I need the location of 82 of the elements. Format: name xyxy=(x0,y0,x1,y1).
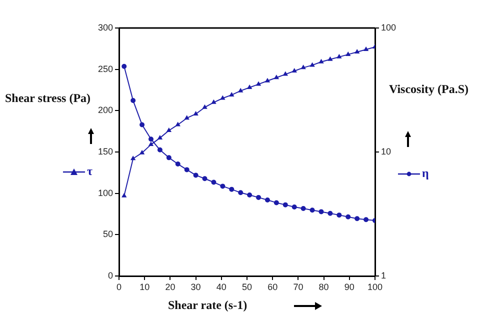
point xyxy=(166,155,172,160)
point xyxy=(229,92,234,96)
point xyxy=(256,82,261,86)
point xyxy=(310,62,315,67)
y2-tick-label: 1 xyxy=(381,270,386,280)
point xyxy=(166,128,172,132)
x-tick-label: 60 xyxy=(268,282,278,292)
point xyxy=(292,204,297,210)
y-tick-label: 150 xyxy=(98,146,113,156)
point xyxy=(122,64,127,69)
y-tick-label: 100 xyxy=(98,188,113,198)
point xyxy=(292,68,297,72)
point xyxy=(140,150,144,154)
x-tick-label: 70 xyxy=(293,282,304,292)
point xyxy=(274,75,279,80)
y2-tick-label: 100 xyxy=(381,22,396,32)
point xyxy=(247,85,252,90)
x-tick-label: 40 xyxy=(216,282,226,292)
point xyxy=(194,111,198,116)
point xyxy=(130,98,136,104)
x-tick-label: 50 xyxy=(242,282,252,292)
point xyxy=(140,122,145,128)
point xyxy=(364,217,369,222)
point xyxy=(283,72,288,76)
point xyxy=(175,162,180,167)
point xyxy=(130,156,136,160)
y-tick-label: 200 xyxy=(98,105,113,116)
point xyxy=(264,198,270,203)
point xyxy=(310,208,315,213)
point xyxy=(193,172,198,178)
point xyxy=(256,194,262,200)
y-tick-label: 300 xyxy=(98,22,113,32)
y-axis-title: Shear stress (Pa) xyxy=(5,91,91,106)
legend-label: η xyxy=(422,166,429,181)
point xyxy=(229,186,234,192)
point xyxy=(157,147,162,152)
x-tick-label: 0 xyxy=(116,282,122,292)
point xyxy=(184,167,190,172)
legend-label: τ xyxy=(87,164,93,179)
point xyxy=(148,142,154,146)
point xyxy=(238,190,244,196)
x-tick-label: 80 xyxy=(318,282,329,292)
point xyxy=(300,206,306,212)
x-tick-label: 90 xyxy=(344,282,354,292)
y-tick-label: 250 xyxy=(98,64,113,74)
point xyxy=(265,78,270,82)
y2-tick-label: 10 xyxy=(381,146,392,156)
point xyxy=(346,52,350,56)
point xyxy=(319,59,324,64)
point xyxy=(202,104,207,109)
point xyxy=(176,122,180,126)
point xyxy=(211,180,216,185)
x-tick-label: 20 xyxy=(165,282,176,292)
y2-axis-title: Viscosity (Pa.S) xyxy=(389,82,469,97)
point xyxy=(274,200,279,206)
point xyxy=(336,54,342,58)
point xyxy=(301,65,306,70)
point xyxy=(184,116,190,120)
point xyxy=(328,210,333,216)
point xyxy=(202,176,208,182)
point xyxy=(282,202,288,208)
point xyxy=(148,136,154,142)
point xyxy=(211,100,216,104)
point xyxy=(328,56,332,61)
y-tick-label: 50 xyxy=(102,229,113,240)
point xyxy=(220,184,226,189)
point xyxy=(364,46,368,51)
point xyxy=(122,193,126,198)
point xyxy=(346,214,351,220)
point xyxy=(158,135,162,140)
point xyxy=(220,96,225,100)
x-tick-label: 10 xyxy=(140,282,150,292)
x-tick-label: 30 xyxy=(190,282,201,292)
point xyxy=(247,192,252,198)
point xyxy=(354,216,360,222)
y-tick-label: 0 xyxy=(108,270,113,280)
point xyxy=(354,49,360,54)
point xyxy=(336,212,342,218)
x-axis-title: Shear rate (s-1) xyxy=(168,298,248,313)
point xyxy=(238,88,243,92)
point xyxy=(318,209,324,214)
x-tick-label: 100 xyxy=(367,282,383,292)
